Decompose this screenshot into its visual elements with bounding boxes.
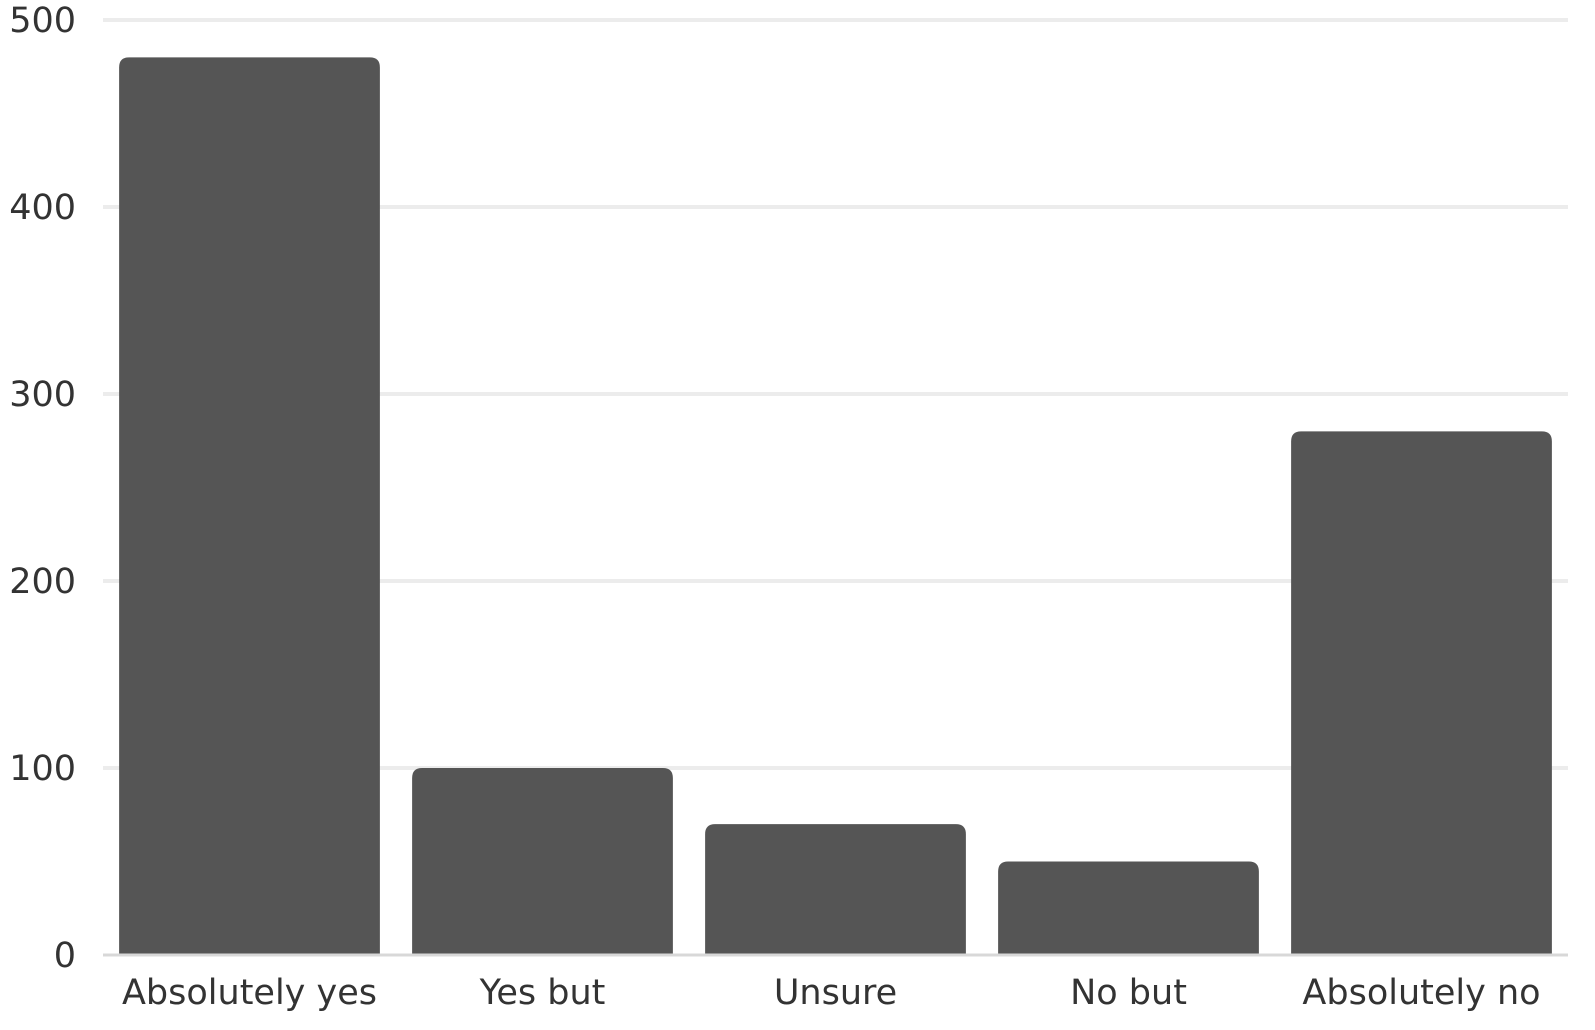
x-tick-label: No but	[1070, 973, 1187, 1013]
bar-yes-but	[412, 768, 673, 955]
bar-absolutely-no	[1291, 431, 1552, 955]
x-tick-label: Unsure	[774, 973, 897, 1013]
bar-absolutely-yes	[119, 57, 380, 955]
bar-no-but	[998, 861, 1259, 955]
x-tick-label: Absolutely yes	[122, 973, 377, 1013]
y-tick-label: 500	[9, 1, 76, 41]
y-tick-label: 300	[9, 375, 76, 415]
axes: 0 100 200 300 400 500 Absolutely yes Yes but Uns…	[9, 1, 1568, 1013]
y-tick-label: 0	[54, 936, 76, 976]
y-tick-label: 100	[9, 749, 76, 789]
bars	[119, 57, 1552, 955]
bar-unsure	[705, 824, 966, 955]
y-tick-label: 400	[9, 188, 76, 228]
y-tick-label: 200	[9, 562, 76, 602]
x-tick-label: Absolutely no	[1302, 973, 1540, 1013]
x-tick-label: Yes but	[479, 973, 606, 1013]
